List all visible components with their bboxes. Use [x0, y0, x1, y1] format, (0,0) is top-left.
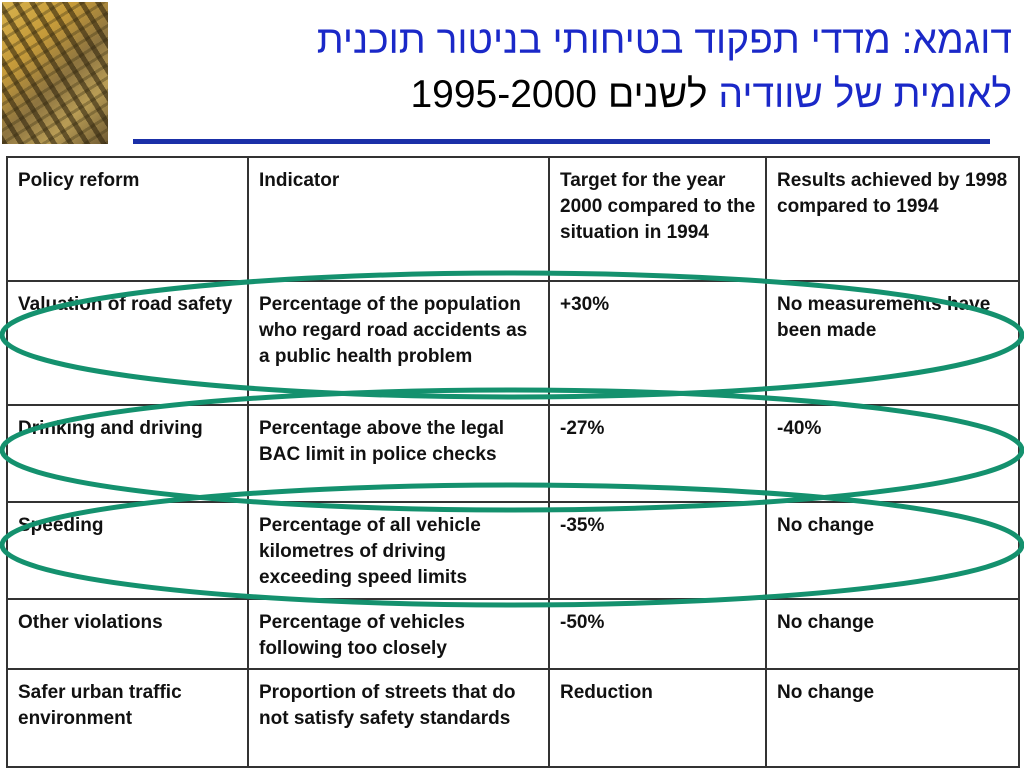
table-cell: No measurements have been made: [765, 280, 1020, 406]
table-cell: -27%: [548, 404, 767, 503]
table-cell: Other violations: [6, 598, 249, 670]
table-cell: Drinking and driving: [6, 404, 249, 503]
table-row: Drinking and driving Percentage above th…: [6, 404, 1020, 503]
title-line-1: דוגמא: מדדי תפקוד בטיחותי בניטור תוכנית: [316, 19, 1012, 62]
title-line-2-years-word: לשנים: [607, 73, 708, 116]
title-line-2-country: לאומית של שוודיה: [718, 73, 1012, 116]
table-cell: Proportion of streets that do not satisf…: [247, 668, 550, 768]
table-cell: Percentage of all vehicle kilometres of …: [247, 501, 550, 600]
table-row: Safer urban traffic environment Proporti…: [6, 668, 1020, 768]
table-cell: +30%: [548, 280, 767, 406]
table-cell: Percentage above the legal BAC limit in …: [247, 404, 550, 503]
table-cell: Reduction: [548, 668, 767, 768]
table-cell: No change: [765, 598, 1020, 670]
title-underline: [133, 139, 990, 144]
table-row: Speeding Percentage of all vehicle kilom…: [6, 501, 1020, 600]
table-cell: Percentage of vehicles following too clo…: [247, 598, 550, 670]
table-cell: Percentage of the population who regard …: [247, 280, 550, 406]
policy-table: Policy reform Indicator Target for the y…: [6, 156, 1020, 768]
title-line-2-years: 1995-2000: [410, 73, 597, 116]
table-cell: No change: [765, 501, 1020, 600]
corner-photo: [2, 2, 108, 144]
header-cell: Policy reform: [6, 156, 249, 282]
header-cell: Target for the year 2000 compared to the…: [548, 156, 767, 282]
table-cell: -35%: [548, 501, 767, 600]
table-cell: -50%: [548, 598, 767, 670]
table-row: Other violations Percentage of vehicles …: [6, 598, 1020, 670]
header-cell: Indicator: [247, 156, 550, 282]
table-cell: Valuation of road safety: [6, 280, 249, 406]
table-row: Valuation of road safety Percentage of t…: [6, 280, 1020, 406]
table-cell: Safer urban traffic environment: [6, 668, 249, 768]
title-line-2: לאומית של שוודיה לשנים 1995-2000: [142, 68, 1012, 122]
table-header-row: Policy reform Indicator Target for the y…: [6, 156, 1020, 282]
table-cell: Speeding: [6, 501, 249, 600]
header-cell: Results achieved by 1998 compared to 199…: [765, 156, 1020, 282]
slide-title: דוגמא: מדדי תפקוד בטיחותי בניטור תוכנית …: [142, 14, 1012, 122]
table-cell: -40%: [765, 404, 1020, 503]
table-cell: No change: [765, 668, 1020, 768]
